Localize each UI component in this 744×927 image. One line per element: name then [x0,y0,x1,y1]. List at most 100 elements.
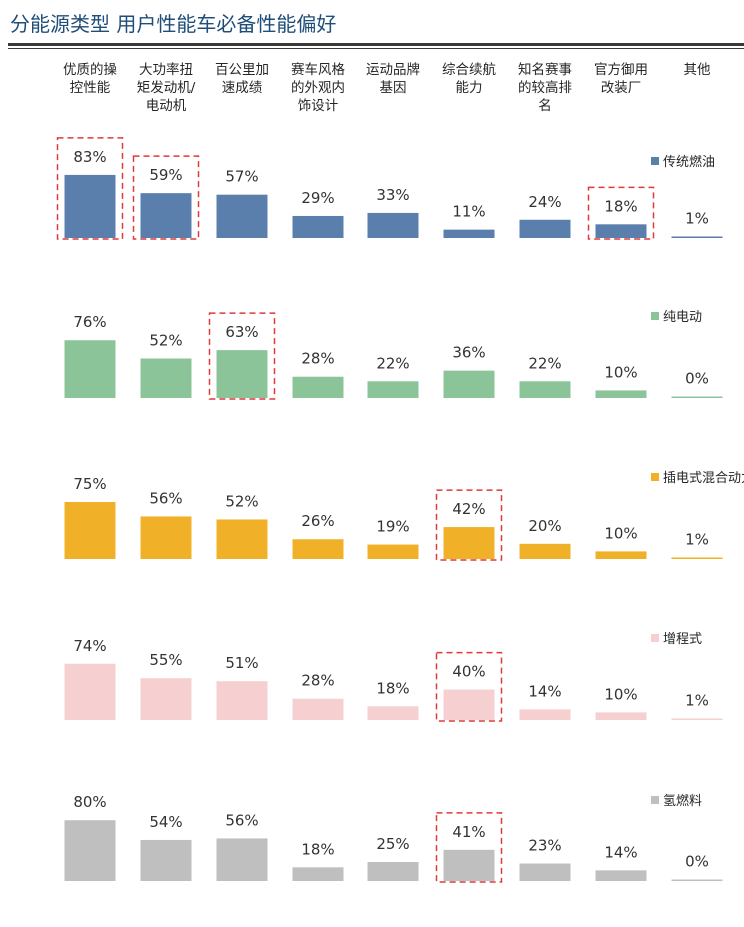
category-label-line: 综合续航 [442,62,496,78]
data-label: 29% [301,189,334,207]
category-label: 运动品牌基因 [366,61,420,96]
bar [64,820,116,881]
data-label: 26% [301,512,334,530]
data-label: 63% [225,323,258,341]
highlight-box [56,137,124,240]
bar [595,224,647,238]
data-label: 40% [452,663,485,681]
data-label: 1% [685,531,709,549]
data-label: 83% [73,148,106,166]
category-label-line: 速成绩 [222,80,263,96]
data-label: 10% [604,363,637,381]
bar [216,838,268,881]
data-label: 22% [376,354,409,372]
bar [595,712,647,720]
legend-swatch [651,312,659,320]
data-label: 19% [376,518,409,536]
category-label-line: 矩发动机/ [137,80,196,96]
category-label-line: 能力 [456,80,483,96]
category-label: 大功率扭矩发动机/电动机 [137,61,196,114]
category-label-line: 官方御用 [594,62,648,78]
category-label-line: 优质的操 [63,62,117,78]
bar [292,867,344,881]
legend-label: 纯电动 [663,310,702,325]
bar [367,706,419,720]
data-label: 22% [528,354,561,372]
category-label: 官方御用改装厂 [594,62,648,96]
category-label: 综合续航能力 [442,62,496,96]
bar [292,539,344,559]
bar [519,863,571,881]
bar [671,557,723,559]
category-label-line: 其他 [684,62,711,78]
bar [367,862,419,881]
data-label: 55% [149,651,182,669]
bar [140,358,192,398]
bar [64,663,116,720]
bar [216,194,268,238]
bar [595,551,647,559]
data-label: 80% [73,793,106,811]
bar [367,544,419,559]
category-label-line: 改装厂 [601,80,642,96]
bar [443,229,495,238]
category-label-line: 百公里加 [215,62,269,78]
data-label: 56% [225,811,258,829]
data-label: 28% [301,672,334,690]
category-label-line: 大功率扭 [139,61,193,78]
category-label: 优质的操控性能 [63,62,117,96]
data-label: 51% [225,654,258,672]
data-label: 0% [685,370,709,388]
legend-label: 氢燃料 [663,793,702,809]
data-label: 41% [452,823,485,841]
category-label-line: 基因 [380,79,407,96]
bar [140,839,192,881]
bar [519,709,571,720]
highlight-box [435,489,503,561]
category-label-line: 名 [538,98,552,114]
bar [443,849,495,881]
title-rule-thin [8,48,744,49]
bar [443,370,495,398]
bar [216,519,268,559]
bar [367,212,419,238]
data-label: 42% [452,500,485,518]
highlight-box [132,155,200,240]
legend-label: 插电式混合动力 [663,471,744,486]
data-label: 75% [73,475,106,493]
data-label: 52% [149,331,182,349]
bar [64,174,116,238]
bar [216,681,268,720]
data-label: 10% [604,524,637,542]
data-label: 18% [376,679,409,697]
data-label: 14% [604,843,637,861]
bar [671,879,723,881]
category-label: 赛车风格的外观内饰设计 [291,61,345,114]
legend-swatch [651,473,659,481]
bar [140,516,192,559]
bar [140,678,192,720]
data-label: 0% [685,853,709,871]
bar [443,527,495,559]
data-label: 57% [225,168,258,186]
highlight-box [435,651,503,722]
data-label: 1% [685,210,709,228]
data-label: 59% [149,166,182,184]
bar [671,718,723,720]
category-label: 其他 [684,62,711,78]
data-label: 18% [604,197,637,215]
category-label-line: 的较高排 [518,79,572,96]
data-label: 25% [376,835,409,853]
data-label: 23% [528,837,561,855]
category-label-line: 知名赛事 [518,61,572,78]
category-label-line: 电动机 [146,98,187,114]
data-label: 54% [149,813,182,831]
legend-swatch [651,634,659,642]
title-bar: 分能源类型 用户性能车必备性能偏好 [0,0,744,52]
legend-label: 增程式 [663,632,702,647]
bar [367,381,419,398]
page-title: 分能源类型 用户性能车必备性能偏好 [10,12,337,36]
bar [595,870,647,881]
bar [64,502,116,559]
